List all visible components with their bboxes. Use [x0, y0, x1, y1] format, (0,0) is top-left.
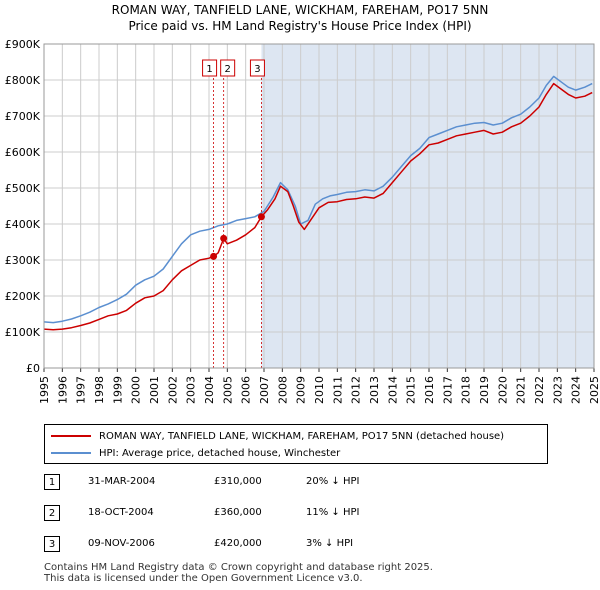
x-tick-label: 2009: [295, 376, 308, 404]
plot-frame: [43, 43, 595, 369]
transaction-date: 09-NOV-2006: [88, 538, 155, 549]
sale-marker-point: [220, 234, 228, 242]
sale-marker-point: [257, 213, 265, 221]
transaction-date: 31-MAR-2004: [88, 476, 156, 487]
x-tick-label: 2000: [130, 376, 143, 404]
legend-swatch-price: [51, 435, 91, 437]
x-tick-label: 2022: [533, 376, 546, 404]
x-tick-label: 2017: [441, 376, 454, 404]
transaction-hpi-diff: 20% ↓ HPI: [306, 476, 360, 487]
x-tick-label: 2008: [276, 376, 289, 404]
price-paid-line: [43, 82, 593, 331]
transaction-price: £420,000: [214, 538, 262, 549]
transaction-hpi-diff: 3% ↓ HPI: [306, 538, 354, 549]
price-chart: 1 2 3 £0 £100K £200K £300K £400K £500K £600K £700…: [5, 38, 600, 404]
footer-licence: This data is licensed under the Open Gov…: [44, 573, 363, 584]
legend-item-hpi: HPI: Average price, detached house, Winc…: [51, 445, 340, 461]
x-tick-label: 2012: [350, 376, 363, 404]
footer-copyright: Contains HM Land Registry data © Crown c…: [44, 562, 433, 573]
x-tick-label: 2021: [515, 376, 528, 404]
transaction-number: 2: [44, 505, 60, 521]
x-tick-label: 1998: [93, 376, 106, 404]
transaction-row: 3 09-NOV-2006 £420,000 3% ↓ HPI: [44, 536, 444, 554]
y-tick-label: £0: [26, 362, 40, 375]
legend: ROMAN WAY, TANFIELD LANE, WICKHAM, FAREH…: [44, 424, 548, 464]
x-tick-label: 2001: [148, 376, 161, 404]
legend-swatch-hpi: [51, 452, 91, 454]
x-tick-label: 2014: [386, 376, 399, 404]
transaction-number: 1: [44, 474, 60, 490]
x-tick-label: 1997: [75, 376, 88, 404]
sale-marker-point: [210, 252, 218, 260]
transaction-hpi-diff: 11% ↓ HPI: [306, 507, 360, 518]
legend-item-price: ROMAN WAY, TANFIELD LANE, WICKHAM, FAREH…: [51, 428, 504, 444]
projection-band: [261, 44, 594, 368]
x-tick-label: 2019: [478, 376, 491, 404]
sale-marker-label: 1: [206, 64, 212, 75]
y-tick-label: £100K: [5, 326, 41, 339]
x-tick-label: 2013: [368, 376, 381, 404]
x-tick-label: 2023: [551, 376, 564, 404]
y-tick-label: £600K: [5, 146, 41, 159]
y-tick-label: £300K: [5, 254, 41, 267]
sale-marker-box: [249, 59, 265, 77]
y-tick-label: £900K: [5, 38, 41, 51]
x-tick-label: 1995: [38, 376, 51, 404]
title-line-1: ROMAN WAY, TANFIELD LANE, WICKHAM, FAREH…: [111, 3, 489, 17]
x-tick-label: 1999: [111, 376, 124, 404]
x-tick-label: 2002: [166, 376, 179, 404]
x-tick-label: 2005: [221, 376, 234, 404]
y-tick-label: £400K: [5, 218, 41, 231]
x-tick-label: 2020: [496, 376, 509, 404]
x-tick-label: 2016: [423, 376, 436, 404]
footer: Contains HM Land Registry data © Crown c…: [44, 562, 433, 584]
transaction-number: 3: [44, 536, 60, 552]
chart-title: ROMAN WAY, TANFIELD LANE, WICKHAM, FAREH…: [0, 2, 600, 34]
transaction-row: 2 18-OCT-2004 £360,000 11% ↓ HPI: [44, 505, 444, 523]
y-tick-label: £700K: [5, 110, 41, 123]
transaction-price: £360,000: [214, 507, 262, 518]
y-tick-label: £800K: [5, 74, 41, 87]
x-tick-label: 2018: [460, 376, 473, 404]
transaction-price: £310,000: [214, 476, 262, 487]
y-tick-label: £200K: [5, 290, 41, 303]
sale-marker-box: [220, 59, 236, 77]
x-tick-label: 2007: [258, 376, 271, 404]
x-tick-label: 2010: [313, 376, 326, 404]
transaction-date: 18-OCT-2004: [88, 507, 154, 518]
x-tick-label: 2006: [240, 376, 253, 404]
legend-label-hpi: HPI: Average price, detached house, Winc…: [99, 447, 341, 459]
sale-marker-label: 3: [254, 64, 260, 75]
sale-marker-label: 2: [224, 64, 230, 75]
x-tick-label: 2015: [405, 376, 418, 404]
x-tick-label: 1996: [56, 376, 69, 404]
title-line-2: Price paid vs. HM Land Registry's House …: [128, 19, 472, 33]
legend-label-price: ROMAN WAY, TANFIELD LANE, WICKHAM, FAREH…: [99, 430, 505, 442]
hpi-line: [43, 75, 593, 324]
x-tick-label: 2025: [588, 376, 600, 404]
x-tick-label: 2024: [570, 376, 583, 404]
x-tick-label: 2004: [203, 376, 216, 404]
y-tick-label: £500K: [5, 182, 41, 195]
x-tick-label: 2011: [331, 376, 344, 404]
x-tick-label: 2003: [185, 376, 198, 404]
sale-marker-box: [202, 59, 218, 77]
transaction-row: 1 31-MAR-2004 £310,000 20% ↓ HPI: [44, 474, 444, 492]
